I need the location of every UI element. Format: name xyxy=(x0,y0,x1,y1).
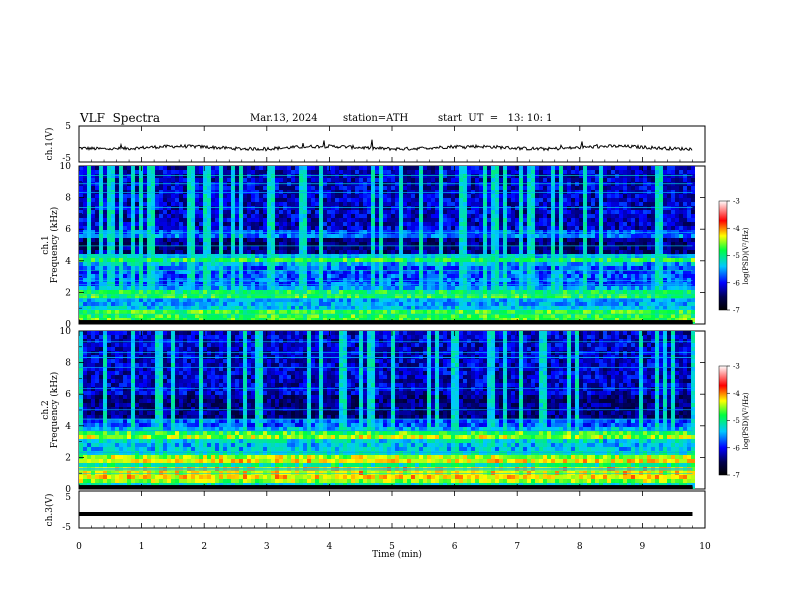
ch1-spectrogram-panel: 0 2 4 6 8 10 ch.1 Frequency (kHz) xyxy=(41,162,706,330)
colorbar-tick-label: -3 xyxy=(733,363,740,371)
colorbar-tick-label: -7 xyxy=(733,472,740,480)
time-tick-label: 7 xyxy=(514,542,520,552)
date-label: Mar.13, 2024 xyxy=(250,113,318,124)
ch2-colorbar: -3 -4 -5 -6 -7 log(PSD)(V²/Hz) xyxy=(718,363,750,480)
colorbar-tick-label: -7 xyxy=(733,307,740,315)
ch2-ylabel-frequency: Frequency (kHz) xyxy=(49,372,60,449)
ch1-ytick-bottom: -5 xyxy=(62,154,71,164)
ch1-colorbar-gradient xyxy=(718,200,728,311)
time-tick-label: 3 xyxy=(264,542,270,552)
frequency-tick-label: 10 xyxy=(60,327,72,337)
ch2-colorbar-gradient xyxy=(718,365,728,476)
ch3-waveform-frame xyxy=(78,490,706,529)
ch2-ylabel-channel: ch.2 xyxy=(41,400,51,419)
colorbar-tick-label: -3 xyxy=(733,198,740,206)
time-tick-label: 8 xyxy=(577,542,583,552)
ch3-waveform-ylabel: ch.3(V) xyxy=(44,494,55,527)
frequency-tick-label: 6 xyxy=(65,225,71,235)
colorbar-tick-label: -6 xyxy=(733,279,740,287)
frequency-tick-label: 2 xyxy=(65,453,71,463)
colorbar-tick-label: -4 xyxy=(733,390,740,398)
time-tick-label: 4 xyxy=(327,542,333,552)
ch2-colorbar-label: log(PSD)(V²/Hz) xyxy=(742,392,750,449)
ch1-colorbar: -3 -4 -5 -6 -7 log(PSD)(V²/Hz) xyxy=(718,198,750,315)
frequency-tick-label: 8 xyxy=(65,359,71,369)
ch1-colorbar-label: log(PSD)(V²/Hz) xyxy=(742,227,750,284)
frequency-tick-label: 6 xyxy=(65,390,71,400)
time-tick-label: 5 xyxy=(389,542,395,552)
frequency-tick-label: 0 xyxy=(65,485,71,495)
colorbar-tick-label: -5 xyxy=(733,417,740,425)
ch1-ylabel-frequency: Frequency (kHz) xyxy=(49,207,60,284)
frequency-tick-label: 4 xyxy=(65,422,71,432)
time-tick-label: 1 xyxy=(139,542,145,552)
chart-title: VLF Spectra xyxy=(80,111,161,125)
frequency-tick-label: 2 xyxy=(65,288,71,298)
ch1-waveform-line xyxy=(78,139,693,152)
time-tick-label: 10 xyxy=(699,542,711,552)
colorbar-tick-label: -5 xyxy=(733,252,740,260)
ch3-ytick-bottom: -5 xyxy=(62,523,71,533)
frequency-tick-label: 8 xyxy=(65,194,71,204)
ch2-spectrogram-panel: 0 2 4 6 8 10 ch.2 Frequency (kHz) xyxy=(41,327,706,495)
frequency-tick-label: 10 xyxy=(60,162,72,172)
ch3-waveform-panel: 5 -5 ch.3(V) xyxy=(44,490,706,533)
time-tick-label: 9 xyxy=(640,542,646,552)
ch3-ytick-top: 5 xyxy=(65,493,71,503)
colorbar-tick-label: -4 xyxy=(733,225,740,233)
time-axis: 0 1 2 3 4 5 6 7 8 9 10 xyxy=(76,126,711,552)
time-axis-label: Time (min) xyxy=(372,549,422,560)
ch1-waveform-frame xyxy=(78,125,706,163)
frequency-tick-label: 4 xyxy=(65,257,71,267)
start-time-label: start UT = 13: 10: 1 xyxy=(438,113,553,124)
ch1-waveform-panel: 5 -5 ch.1(V) xyxy=(44,122,706,164)
time-tick-label: 2 xyxy=(201,542,207,552)
time-tick-label: 0 xyxy=(76,542,82,552)
ch1-ylabel-channel: ch.1 xyxy=(41,235,51,254)
time-tick-label: 6 xyxy=(452,542,458,552)
ch1-waveform-ylabel: ch.1(V) xyxy=(44,128,55,161)
station-label: station=ATH xyxy=(343,113,409,124)
ch1-ytick-top: 5 xyxy=(65,122,71,132)
colorbar-tick-label: -6 xyxy=(733,444,740,452)
frequency-tick-label: 0 xyxy=(65,320,71,330)
